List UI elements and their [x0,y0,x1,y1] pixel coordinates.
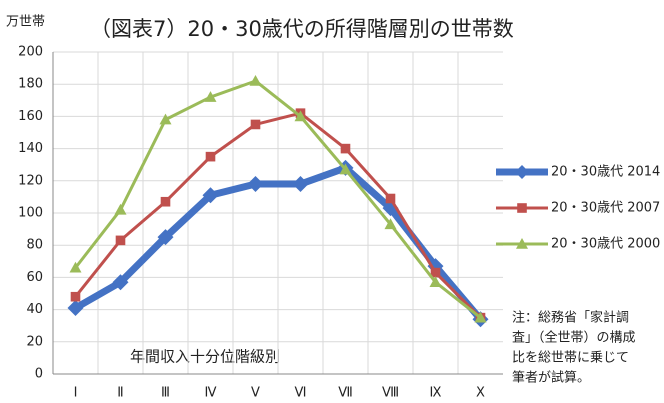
y-tick-label: 120 [18,173,43,188]
marker [160,196,171,207]
marker [516,238,528,249]
x-tick-label: Ⅵ [295,386,307,401]
y-tick-label: 40 [26,302,43,317]
marker [474,311,487,323]
x-tick-label: Ⅲ [161,386,170,401]
x-tick-label: Ⅰ [74,386,78,401]
marker [70,291,81,302]
marker [112,274,129,291]
marker [204,91,217,102]
marker [205,151,216,162]
marker [430,267,441,278]
y-tick-label: 180 [18,77,43,92]
marker [69,261,82,273]
marker [159,113,172,125]
x-tick-label: Ⅴ [251,386,260,401]
marker [384,218,397,230]
marker [67,299,84,316]
marker [340,143,351,154]
marker [115,235,126,246]
y-tick-label: 60 [26,270,43,285]
note: 査」（全世帯）の構成 [512,330,636,346]
marker [385,193,396,204]
marker [157,229,174,246]
x-tick-label: Ⅸ [430,386,442,401]
annotation: 年間収入十分位階級別 [130,348,280,366]
series-line [74,79,482,319]
x-tick-label: Ⅹ [476,386,485,401]
x-tick-label: Ⅶ [338,386,353,401]
legend-label: 20・30歳代 2007 [551,201,660,216]
legend-label: 20・30歳代 2000 [551,237,660,252]
marker [294,110,307,122]
marker [515,165,529,179]
marker [250,119,261,130]
y-tick-label: 200 [18,45,43,60]
x-tick-label: Ⅷ [382,386,399,401]
marker [202,187,219,204]
marker [517,203,527,213]
legend-label: 20・30歳代 2014 [551,165,660,180]
y-tick-label: 140 [18,141,43,156]
chart-title: （図表7）20・30歳代の所得階層別の世帯数 [90,17,514,41]
y-tick-label: 0 [35,367,43,382]
series-line [74,111,482,319]
note: 注：総務省「家計調 [512,310,629,326]
marker [247,176,264,193]
marker [114,203,127,215]
x-tick-label: Ⅳ [205,386,217,401]
marker [429,276,442,288]
note: 筆者が試算。 [512,370,590,386]
y-axis-unit: 万世帯 [6,15,45,30]
y-tick-label: 100 [18,206,43,221]
y-tick-label: 80 [26,238,43,253]
x-tick-label: Ⅱ [117,386,123,401]
note: 比を総世帯に乗じて [512,351,629,366]
marker [292,176,309,193]
y-tick-label: 20 [26,334,43,349]
marker [339,163,352,175]
y-tick-label: 160 [18,109,43,124]
marker [249,74,262,86]
